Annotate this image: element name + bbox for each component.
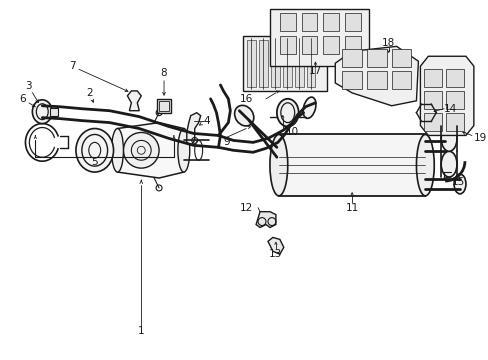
Text: 4: 4 — [203, 116, 209, 126]
Bar — [391, 49, 411, 67]
Bar — [342, 49, 361, 67]
Ellipse shape — [111, 129, 123, 172]
Bar — [366, 49, 386, 67]
Bar — [243, 36, 326, 91]
Text: 19: 19 — [473, 134, 486, 143]
Bar — [391, 71, 411, 89]
Bar — [424, 69, 441, 87]
Bar — [342, 71, 361, 89]
Ellipse shape — [178, 129, 189, 172]
Ellipse shape — [269, 135, 287, 196]
Text: 5: 5 — [91, 157, 98, 167]
Bar — [259, 40, 267, 87]
Bar — [306, 40, 315, 87]
Bar — [159, 101, 169, 111]
Ellipse shape — [36, 101, 48, 123]
Polygon shape — [335, 46, 418, 106]
Text: 12: 12 — [239, 203, 252, 213]
Bar — [445, 69, 463, 87]
Bar — [323, 36, 339, 54]
Text: 15: 15 — [450, 177, 464, 187]
Bar — [50, 108, 58, 116]
Text: 10: 10 — [285, 127, 299, 138]
Bar — [157, 99, 171, 113]
Ellipse shape — [440, 151, 456, 177]
Bar — [445, 91, 463, 109]
Ellipse shape — [416, 135, 433, 196]
Text: 14: 14 — [443, 104, 456, 114]
Text: 11: 11 — [345, 203, 358, 213]
Ellipse shape — [453, 174, 465, 194]
Text: 16: 16 — [239, 94, 252, 104]
Text: 17: 17 — [308, 66, 322, 76]
Polygon shape — [256, 212, 275, 228]
Text: 6: 6 — [19, 94, 26, 104]
Polygon shape — [267, 237, 283, 254]
Bar — [345, 36, 360, 54]
Bar — [279, 13, 295, 31]
Bar — [246, 40, 256, 87]
Ellipse shape — [276, 99, 298, 127]
Text: 1: 1 — [138, 327, 144, 337]
Bar — [279, 36, 295, 54]
Ellipse shape — [234, 105, 253, 126]
Text: 8: 8 — [161, 68, 167, 78]
Bar — [345, 13, 360, 31]
Bar — [301, 13, 317, 31]
Bar — [424, 91, 441, 109]
Bar — [278, 135, 425, 196]
Bar — [445, 113, 463, 131]
Bar — [294, 40, 303, 87]
Bar — [270, 40, 279, 87]
Text: 3: 3 — [25, 81, 32, 91]
Bar — [424, 113, 441, 131]
Ellipse shape — [303, 97, 315, 118]
Polygon shape — [117, 123, 183, 178]
Text: 18: 18 — [381, 39, 394, 48]
Text: 13: 13 — [269, 249, 282, 259]
Ellipse shape — [76, 129, 113, 172]
Polygon shape — [420, 56, 473, 135]
Bar — [323, 13, 339, 31]
Text: 9: 9 — [223, 138, 229, 147]
Ellipse shape — [32, 100, 52, 123]
Polygon shape — [186, 113, 200, 145]
Bar — [269, 9, 368, 66]
Ellipse shape — [440, 126, 456, 151]
Text: 2: 2 — [86, 88, 93, 98]
Bar — [282, 40, 291, 87]
Circle shape — [123, 132, 159, 168]
Bar — [366, 71, 386, 89]
Text: 7: 7 — [68, 61, 75, 71]
Bar — [301, 36, 317, 54]
Polygon shape — [127, 91, 141, 111]
